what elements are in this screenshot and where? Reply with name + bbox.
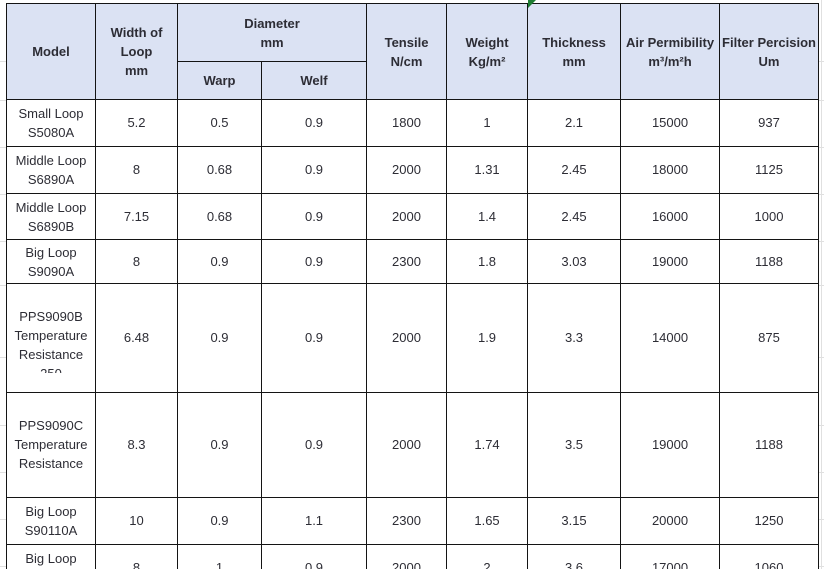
cell-welf: 0.9: [260, 146, 368, 194]
cell-model: Big Loop S9090A: [6, 239, 96, 284]
cell-filter: 1125: [719, 146, 820, 194]
cell-tensile: 2300: [366, 497, 448, 545]
cell-air: 14000: [620, 283, 721, 393]
cell-warp: 0.9: [177, 392, 262, 498]
cell-thickness: 3.03: [527, 239, 622, 284]
cell-filter: 1060: [719, 544, 820, 569]
table-row: PPS9090C Temperature Resistance 250 8.3 …: [6, 392, 820, 498]
cell-thickness: 3.15: [527, 497, 622, 545]
cell-welf: 1.1: [260, 497, 368, 545]
cell-welf: 0.9: [260, 392, 368, 498]
cell-air: 18000: [620, 146, 721, 194]
cell-model: Big Loop S10090A: [6, 544, 96, 569]
table-row: Small Loop S5080A 5.2 0.5 0.9 1800 1 2.1…: [6, 99, 820, 147]
cell-width: 8: [95, 239, 178, 284]
clipped-model-text: PPS9090B Temperature Resistance 250: [14, 309, 88, 373]
header-model: Model: [6, 3, 96, 100]
cell-error-marker-icon: [528, 0, 536, 8]
cell-warp: 0.9: [177, 239, 262, 284]
cell-welf: 0.9: [260, 283, 368, 393]
product-spec-table: Model Width of Loop mm Diameter mm Tensi…: [6, 3, 820, 569]
header-width-of-loop: Width of Loop mm: [95, 3, 178, 100]
header-warp: Warp: [177, 61, 262, 100]
cell-filter: 1000: [719, 193, 820, 240]
cell-thickness: 3.3: [527, 283, 622, 393]
table-row: Big Loop S9090A 8 0.9 0.9 2300 1.8 3.03 …: [6, 239, 820, 284]
cell-tensile: 1800: [366, 99, 448, 147]
header-filter-percision: Filter Percision Um: [719, 3, 820, 100]
cell-filter: 937: [719, 99, 820, 147]
cell-welf: 0.9: [260, 239, 368, 284]
cell-weight: 1.31: [446, 146, 529, 194]
cell-width: 7.15: [95, 193, 178, 240]
cell-model: Small Loop S5080A: [6, 99, 96, 147]
cell-width: 8: [95, 544, 178, 569]
cell-air: 19000: [620, 239, 721, 284]
cell-model: Middle Loop S6890A: [6, 146, 96, 194]
clipped-model-text: PPS9090C Temperature Resistance 250: [14, 418, 88, 478]
cell-model: Middle Loop S6890B: [6, 193, 96, 240]
cell-model: PPS9090B Temperature Resistance 250: [6, 283, 96, 393]
header-air-permibility: Air Permibility m³/m²h: [620, 3, 721, 100]
cell-filter: 1250: [719, 497, 820, 545]
cell-tensile: 2000: [366, 193, 448, 240]
cell-weight: 2: [446, 544, 529, 569]
cell-tensile: 2000: [366, 283, 448, 393]
header-weight: Weight Kg/m²: [446, 3, 529, 100]
cell-welf: 0.9: [260, 544, 368, 569]
cell-width: 6.48: [95, 283, 178, 393]
cell-model: Big Loop S90110A: [6, 497, 96, 545]
table-row: Middle Loop S6890A 8 0.68 0.9 2000 1.31 …: [6, 146, 820, 194]
cell-width: 5.2: [95, 99, 178, 147]
table-row: Big Loop S90110A 10 0.9 1.1 2300 1.65 3.…: [6, 497, 820, 545]
cell-width: 8.3: [95, 392, 178, 498]
cell-tensile: 2300: [366, 239, 448, 284]
cell-warp: 0.5: [177, 99, 262, 147]
cell-filter: 875: [719, 283, 820, 393]
cell-width: 10: [95, 497, 178, 545]
cell-warp: 1: [177, 544, 262, 569]
cell-air: 16000: [620, 193, 721, 240]
header-thickness: Thickness mm: [527, 3, 622, 100]
cell-warp: 0.68: [177, 193, 262, 240]
cell-weight: 1.4: [446, 193, 529, 240]
cell-air: 20000: [620, 497, 721, 545]
cell-warp: 0.9: [177, 283, 262, 393]
cell-air: 15000: [620, 99, 721, 147]
cell-filter: 1188: [719, 239, 820, 284]
cell-tensile: 2000: [366, 146, 448, 194]
table-row: Big Loop S10090A 8 1 0.9 2000 2 3.6 1700…: [6, 544, 820, 569]
cell-model: PPS9090C Temperature Resistance 250: [6, 392, 96, 498]
cell-air: 17000: [620, 544, 721, 569]
cell-welf: 0.9: [260, 99, 368, 147]
cell-weight: 1.74: [446, 392, 529, 498]
table-row: Middle Loop S6890B 7.15 0.68 0.9 2000 1.…: [6, 193, 820, 240]
cell-weight: 1.9: [446, 283, 529, 393]
header-diameter: Diameter mm: [176, 3, 368, 62]
header-welf: Welf: [260, 61, 368, 100]
cell-tensile: 2000: [366, 544, 448, 569]
header-tensile: Tensile N/cm: [366, 3, 448, 100]
cell-warp: 0.9: [177, 497, 262, 545]
cell-weight: 1: [446, 99, 529, 147]
cell-thickness: 3.6: [527, 544, 622, 569]
gridline: [821, 0, 822, 569]
cell-tensile: 2000: [366, 392, 448, 498]
cell-weight: 1.65: [446, 497, 529, 545]
cell-width: 8: [95, 146, 178, 194]
cell-thickness: 2.45: [527, 193, 622, 240]
table-row: PPS9090B Temperature Resistance 250 6.48…: [6, 283, 820, 393]
cell-warp: 0.68: [177, 146, 262, 194]
cell-thickness: 2.1: [527, 99, 622, 147]
cell-welf: 0.9: [260, 193, 368, 240]
cell-thickness: 2.45: [527, 146, 622, 194]
cell-thickness: 3.5: [527, 392, 622, 498]
cell-weight: 1.8: [446, 239, 529, 284]
cell-air: 19000: [620, 392, 721, 498]
cell-filter: 1188: [719, 392, 820, 498]
